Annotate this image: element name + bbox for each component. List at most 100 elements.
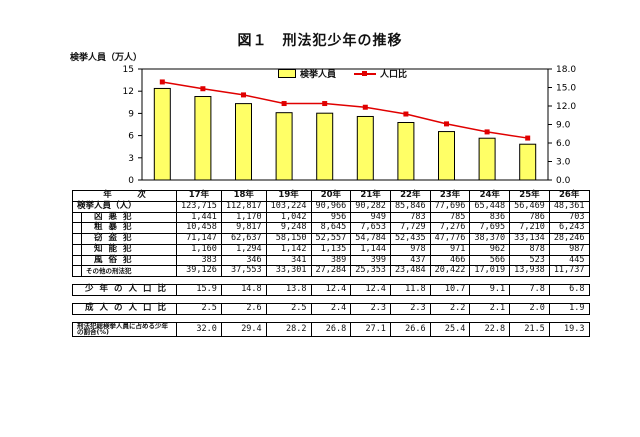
legend-swatch-bar	[278, 69, 296, 78]
row-label-adult-ratio: 成人の人口比	[71, 302, 178, 315]
crime-type-cell: 783	[389, 211, 431, 224]
youth-ratio-cell: 9.1	[469, 284, 511, 296]
bar	[478, 137, 496, 181]
arrests-cell: 90,282	[350, 200, 391, 213]
arrests-cell: 103,224	[265, 200, 312, 213]
crime-type-cell: 785	[429, 211, 471, 224]
y-right-tick-label: 15.0	[556, 84, 576, 94]
youth-ratio-cell: 12.4	[310, 284, 352, 296]
crime-type-cell: 987	[548, 243, 590, 256]
crime-type-cell: 10,458	[176, 222, 222, 235]
arrests-cell: 56,469	[509, 200, 550, 213]
row-label-arrests: 検挙人員（人）	[71, 200, 178, 213]
crime-type-cell: 7,653	[350, 222, 391, 235]
table-row: 知能犯 1,160 1,294 1,142 1,135 1,144 978 971 962 878…	[72, 243, 590, 256]
crime-type-cell: 17,019	[469, 265, 511, 278]
crime-type-cell: 58,150	[265, 233, 312, 245]
table-header-label: 年 次	[71, 190, 178, 202]
y-right-tick-label: 0.0	[556, 176, 571, 186]
figure-title: 図１ 刑法犯少年の推移	[237, 33, 403, 49]
crime-type-cell: 9,817	[220, 222, 267, 235]
row-indent	[72, 265, 82, 278]
line-point	[241, 92, 246, 98]
crime-type-cell: 962	[469, 243, 511, 256]
table-header-year: 18年	[220, 190, 267, 202]
youth-ratio-cell: 12.4	[350, 284, 391, 296]
crime-type-cell: 399	[350, 254, 391, 267]
crime-type-cell: 71,147	[176, 233, 222, 245]
adult-ratio-cell: 2.3	[350, 302, 391, 315]
table-row: 粗暴犯 10,458 9,817 9,248 8,645 7,653 7,729 7,276 7…	[72, 222, 590, 235]
table-row: 凶悪犯 1,441 1,170 1,042 956 949 783 785 836 786 703	[72, 211, 590, 224]
line-point	[159, 79, 165, 85]
y-left-tick-label: 6	[128, 132, 134, 142]
legend: 検挙人員 人口比	[278, 67, 407, 80]
adult-ratio-cell: 2.2	[429, 302, 471, 315]
crime-type-cell: 1,042	[265, 211, 312, 224]
crime-type-cell: 437	[389, 254, 431, 267]
bar	[194, 96, 212, 181]
y-left-tick-label: 9	[128, 109, 134, 119]
row-indent	[72, 254, 82, 267]
crime-type-cell: 523	[509, 254, 550, 267]
crime-type-cell: 13,938	[509, 265, 550, 278]
crime-type-cell: 28,246	[548, 233, 590, 245]
crime-type-cell: 949	[350, 211, 391, 224]
table-header-year: 25年	[509, 190, 550, 202]
crime-type-cell: 7,695	[469, 222, 511, 235]
youth-ratio-cell: 11.8	[389, 284, 431, 296]
adult-ratio-cell: 1.9	[548, 302, 590, 315]
line-point	[403, 111, 409, 117]
crime-type-cell: 7,729	[389, 222, 431, 235]
arrests-cell: 90,966	[310, 200, 352, 213]
bar	[397, 122, 415, 181]
y-left-tick-label: 12	[123, 87, 134, 97]
line-point	[444, 121, 449, 127]
table-header-year: 23年	[429, 190, 471, 202]
y-right-tick-label: 9.0	[556, 121, 571, 131]
adult-ratio-cell: 2.6	[220, 302, 267, 315]
youth-ratio-cell: 6.8	[548, 284, 590, 296]
youth-share-cell: 32.0	[176, 321, 222, 338]
table-row: 少年の人口比 15.9 14.8 13.8 12.4 12.4 11.8 10.7 9.1 7.8…	[71, 284, 590, 296]
youth-ratio-cell: 7.8	[509, 284, 550, 296]
y-right-tick-label: 18.0	[556, 65, 576, 75]
row-indent	[72, 222, 82, 235]
row-label-youth-ratio: 少年の人口比	[71, 284, 178, 296]
youth-share-cell: 28.2	[265, 321, 312, 338]
crime-type-cell: 1,160	[176, 243, 222, 256]
arrests-cell: 65,448	[469, 200, 511, 213]
youth-share-cell: 26.6	[389, 321, 431, 338]
crime-type-cell: 8,645	[310, 222, 352, 235]
row-label-crime-type: 風俗犯	[80, 254, 178, 267]
y-left-tick-label: 3	[128, 154, 134, 164]
bar	[438, 131, 455, 181]
table-row: 検挙人員（人） 123,715 112,817 103,224 90,966 90,282…	[71, 200, 590, 213]
adult-ratio-cell: 2.5	[176, 302, 222, 315]
crime-type-cell: 956	[310, 211, 352, 224]
youth-ratio-cell: 13.8	[265, 284, 312, 296]
youth-ratio-cell: 15.9	[176, 284, 222, 296]
crime-type-cell: 389	[310, 254, 352, 267]
arrests-cell: 85,846	[389, 200, 431, 213]
table-row: 年 次 17年 18年 19年 20年 21年 22年 23年 24年 25年 26年	[71, 190, 590, 202]
crime-type-cell: 1,135	[310, 243, 352, 256]
crime-type-cell: 7,276	[429, 222, 471, 235]
crime-type-cell: 971	[429, 243, 471, 256]
youth-share-cell: 19.3	[548, 321, 590, 338]
youth-share-cell: 29.4	[220, 321, 267, 338]
y-left-axis-label: 検挙人員（万人）	[70, 53, 143, 63]
legend-swatch-line	[354, 70, 377, 76]
crime-type-cell: 52,557	[310, 233, 352, 245]
crime-type-cell: 1,294	[220, 243, 267, 256]
youth-ratio-cell: 10.7	[429, 284, 471, 296]
line-point	[281, 101, 287, 107]
crime-type-cell: 9,248	[265, 222, 312, 235]
table-row: 成人の人口比 2.5 2.6 2.5 2.4 2.3 2.3 2.2 2.1 2.0 1.9	[71, 302, 590, 315]
table-row: 窃盗犯 71,147 62,637 58,150 52,557 54,784 52,435 4…	[72, 233, 590, 245]
y-left-tick-label: 0	[128, 176, 134, 186]
crime-type-cell: 38,370	[469, 233, 511, 245]
crime-type-cell: 33,301	[265, 265, 312, 278]
arrests-cell: 77,696	[429, 200, 471, 213]
